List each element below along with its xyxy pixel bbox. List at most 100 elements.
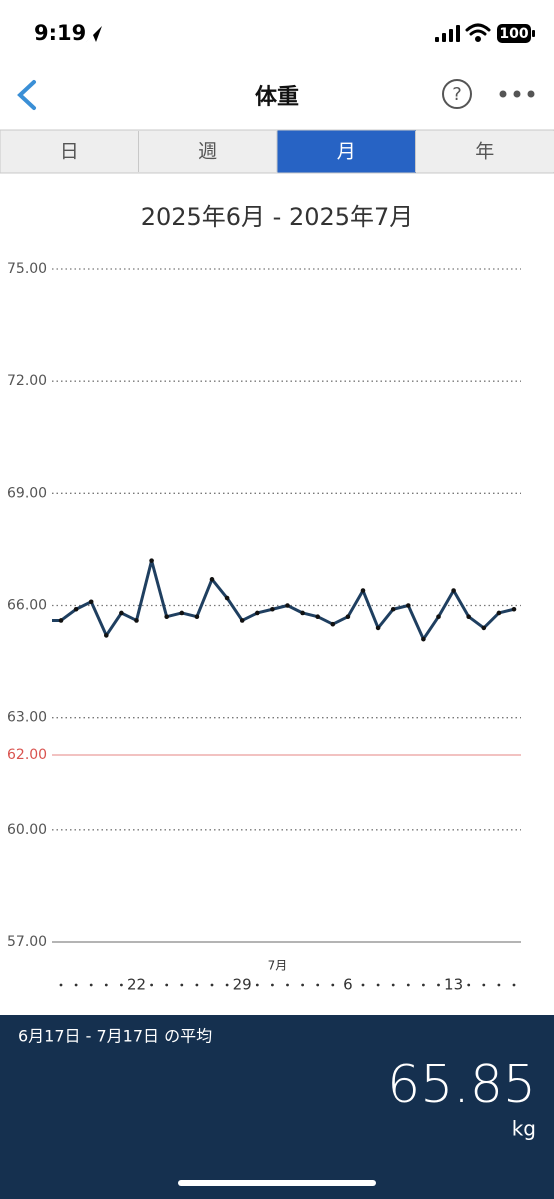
weight-point [285, 603, 290, 608]
x-tick-dot [74, 983, 78, 987]
y-tick-label: 57.00 [7, 934, 47, 950]
tab-label: 日 [60, 141, 79, 163]
weight-point [466, 614, 472, 620]
weight-point [360, 588, 366, 593]
weight-point [88, 599, 94, 605]
tab-bar: 日週月年 [0, 129, 554, 174]
weight-point [134, 618, 139, 623]
summary-unit: kg [512, 1117, 536, 1141]
x-tick-dot [180, 983, 184, 987]
y-tick-label: 75.00 [7, 261, 47, 277]
wifi-icon [465, 23, 491, 42]
weight-point [300, 610, 305, 616]
weight-point [390, 606, 396, 612]
x-tick-dot [316, 983, 320, 987]
x-tick-dot [482, 983, 486, 987]
x-tick-dot [391, 983, 395, 987]
weight-point [104, 633, 109, 638]
weight-point [119, 610, 124, 616]
status-time: 9:19 [34, 21, 86, 45]
x-tick-dot [165, 983, 169, 987]
location-icon [86, 26, 102, 42]
chart: 57.00 60.00 63.00 66.00 69.00 72.00 75.00 62.00… [7, 261, 521, 994]
y-tick-label: 72.00 [7, 373, 47, 389]
weight-point [421, 636, 426, 642]
nav-title: 体重 [255, 85, 299, 110]
weight-point [224, 595, 230, 601]
tab[interactable] [277, 130, 416, 173]
battery-icon [497, 24, 531, 43]
x-tick-dot [422, 983, 425, 987]
weight-point [164, 614, 169, 620]
x-tick-label: 6 [343, 976, 353, 994]
x-tick-dot [271, 983, 274, 987]
weight-point [209, 577, 215, 582]
x-tick-dot [286, 983, 289, 987]
x-tick-dot [361, 983, 365, 987]
y-tick-label: 63.00 [7, 710, 47, 726]
x-tick-dot [195, 983, 199, 987]
x-tick-dot [437, 983, 440, 987]
x-tick-dot [210, 983, 214, 987]
signal-icon [435, 25, 460, 42]
summary-label: 6月17日 - 7月17日 の平均 [18, 1027, 212, 1046]
weight-point [406, 603, 411, 608]
svg-text:?: ? [452, 84, 462, 105]
help-button[interactable]: ? [442, 79, 472, 109]
weight-point [481, 625, 487, 631]
weight-point [451, 588, 456, 593]
x-tick-dot [225, 983, 229, 987]
x-tick-dot [150, 983, 154, 987]
tab[interactable] [416, 131, 554, 172]
x-tick-dot [467, 983, 471, 987]
y-tick-label: 66.00 [7, 598, 47, 614]
more-button[interactable] [499, 90, 535, 98]
weight-point [58, 618, 64, 623]
weight-point [270, 606, 275, 612]
x-tick-dot [301, 983, 304, 987]
x-tick-dot [120, 983, 123, 987]
x-tick-dot [376, 983, 380, 987]
x-tick-dot [497, 983, 501, 987]
x-tick-dot [512, 983, 516, 987]
x-tick-dot [255, 983, 259, 987]
y-tick-label: 69.00 [7, 485, 47, 501]
home-indicator [178, 1180, 376, 1186]
x-tick-label: 13 [444, 976, 463, 994]
month-label: 7月 [268, 959, 288, 973]
x-tick-label: 22 [127, 976, 146, 994]
x-tick-dot [89, 983, 93, 987]
x-tick-dot [331, 983, 335, 987]
back-button[interactable] [17, 80, 36, 110]
x-tick-label: 29 [233, 976, 252, 994]
target-label: 62.00 [7, 747, 47, 763]
tab-label: 月 [337, 141, 356, 163]
x-tick-dot [406, 983, 410, 987]
weight-point [194, 614, 200, 620]
weight-point [73, 606, 79, 612]
tab-label: 年 [475, 141, 494, 163]
period-title: 2025年6月 - 2025年7月 [141, 203, 414, 231]
summary-panel [0, 1015, 554, 1199]
weight-point [330, 621, 336, 627]
weight-point [239, 618, 245, 623]
y-tick-label: 60.00 [7, 822, 47, 838]
tab[interactable] [1, 131, 139, 172]
weight-point [436, 614, 441, 620]
battery-tip [532, 30, 535, 37]
weight-point [149, 558, 154, 563]
weight-point [345, 614, 351, 620]
x-tick-dot [104, 983, 108, 987]
summary-value: 65.85 [387, 1055, 536, 1115]
weight-point [375, 625, 381, 631]
weight-point [315, 614, 321, 620]
weight-point [254, 610, 260, 616]
x-tick-dot [59, 983, 63, 987]
weight-point [511, 606, 517, 612]
tab[interactable] [139, 131, 278, 172]
battery-level: 100 [499, 26, 528, 42]
weight-line [52, 559, 515, 641]
weight-point [179, 610, 185, 616]
